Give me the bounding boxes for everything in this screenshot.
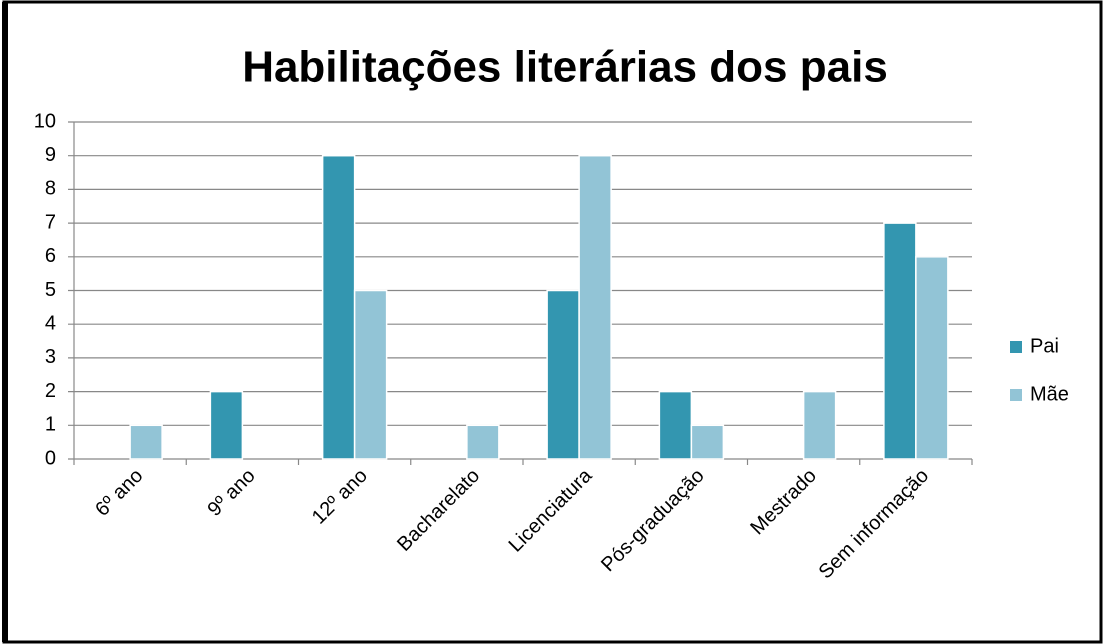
- bar: [209, 390, 244, 460]
- bar: [129, 424, 163, 460]
- y-tick-label: 3: [45, 346, 56, 368]
- bar: [690, 424, 725, 460]
- chart-title: Habilitações literárias dos pais: [242, 43, 888, 92]
- y-tick-label: 9: [45, 144, 56, 166]
- bar: [321, 154, 356, 460]
- bar: [578, 154, 612, 460]
- frame-edge: [2, 2, 8, 642]
- bar: [353, 289, 388, 460]
- bar: [802, 390, 837, 460]
- legend-label: Pai: [1030, 335, 1059, 357]
- y-tick-label: 4: [45, 312, 56, 334]
- y-tick-label: 10: [34, 110, 56, 132]
- y-tick-label: 5: [45, 279, 56, 301]
- y-tick-label: 0: [45, 447, 56, 469]
- y-tick-label: 8: [45, 178, 56, 200]
- legend-swatch: [1010, 341, 1022, 353]
- y-tick-label: 2: [45, 380, 56, 402]
- bar: [466, 424, 500, 460]
- bar: [658, 390, 693, 460]
- y-tick-label: 6: [45, 245, 56, 267]
- legend-swatch: [1010, 389, 1022, 401]
- y-tick-label: 7: [45, 211, 56, 233]
- y-tick-label: 1: [45, 414, 56, 436]
- legend-label: Mãe: [1030, 383, 1069, 405]
- bar: [546, 289, 580, 460]
- bar: [883, 222, 917, 460]
- bar: [915, 256, 949, 460]
